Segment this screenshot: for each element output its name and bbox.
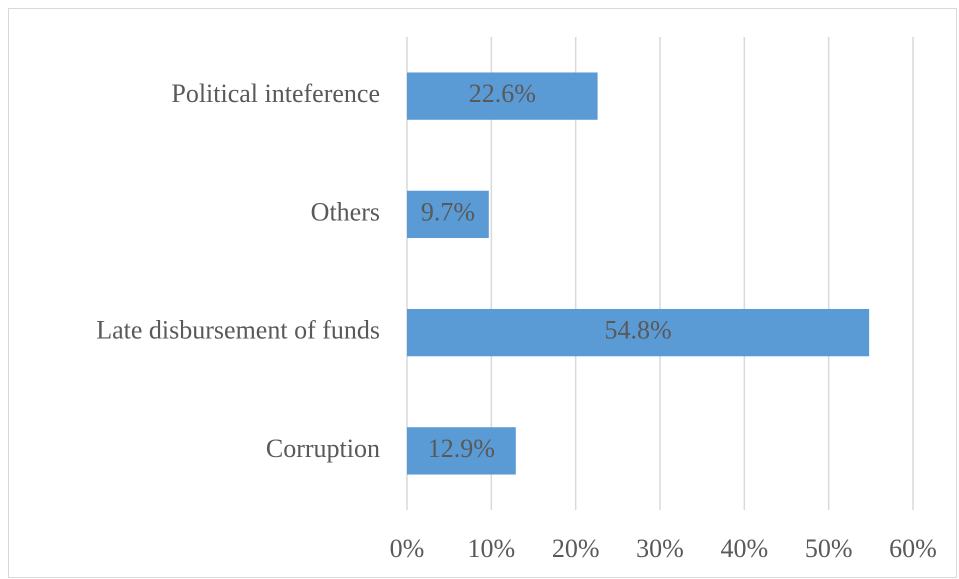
data-label: 12.9%: [428, 434, 495, 463]
bar: [407, 308, 870, 357]
y-tick-label: Others: [311, 197, 380, 226]
data-label: 54.8%: [604, 316, 671, 345]
y-tick-label: Political inteference: [171, 79, 380, 108]
data-label: 9.7%: [421, 197, 475, 226]
bar: [407, 190, 489, 239]
x-tick-label: 20%: [552, 534, 600, 563]
bar: [407, 72, 598, 120]
y-tick-label: Late disbursement of funds: [96, 316, 380, 345]
chart-border: [8, 8, 957, 578]
x-tick-label: 60%: [889, 534, 937, 563]
data-label: 22.6%: [469, 79, 536, 108]
x-tick-label: 50%: [805, 534, 853, 563]
x-tick-label: 40%: [720, 534, 768, 563]
bar: [407, 427, 516, 475]
x-tick-label: 30%: [636, 534, 684, 563]
y-tick-label: Corruption: [266, 434, 380, 463]
x-tick-label: 10%: [467, 534, 515, 563]
x-tick-label: 0%: [390, 534, 425, 563]
